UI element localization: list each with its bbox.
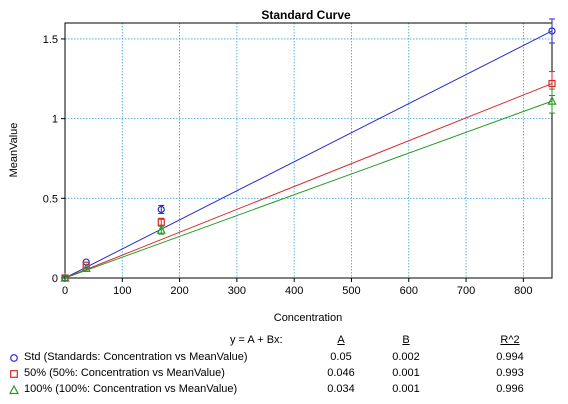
- fit-table-header: y = A + Bx: A B R^2: [0, 334, 568, 350]
- y-tick-label: 0.5: [43, 193, 58, 205]
- data-point-circle: [548, 27, 556, 35]
- data-point-square: [82, 261, 90, 269]
- plot-area-frame: [64, 22, 553, 279]
- y-tick-label: 0: [52, 273, 58, 285]
- fit-row-100: 100% (100%: Concentration vs MeanValue) …: [0, 383, 568, 399]
- grid-lines: [65, 23, 552, 278]
- x-tick-label: 600: [400, 285, 418, 297]
- x-axis-label: Concentration: [274, 312, 343, 324]
- fit-row-std: Std (Standards: Concentration vs MeanVal…: [0, 351, 568, 367]
- col-header-r2: R^2: [500, 334, 520, 346]
- x-tick-label: 700: [457, 285, 475, 297]
- x-tick-label: 200: [170, 285, 188, 297]
- data-point-triangle: [60, 272, 70, 282]
- fit-a-std: 0.05: [330, 351, 352, 363]
- standard-curve-chart: Standard Curve 0 100 200 300 400 500 600 700 800…: [8, 8, 557, 324]
- x-axis-ticks: 0 100 200 300 400 500 600 700 800: [62, 278, 533, 297]
- fit-lines: [64, 30, 553, 279]
- legend-circle-icon: [10, 354, 18, 362]
- fit-r2-50: 0.993: [496, 367, 524, 379]
- fit-a-100: 0.034: [327, 383, 355, 395]
- fit-line-1: [64, 30, 553, 279]
- x-tick-label: 400: [285, 285, 303, 297]
- fit-r2-std: 0.994: [496, 351, 524, 363]
- y-axis-ticks: 0 0.5 1 1.5: [43, 34, 65, 285]
- data-point-triangle: [156, 224, 166, 234]
- data-point-square: [548, 79, 556, 88]
- fit-line-3: [64, 100, 553, 279]
- legend-label-50: 50% (50%: Concentration vs MeanValue): [24, 367, 225, 379]
- legend-square-icon: [10, 370, 18, 378]
- col-header-b: B: [402, 334, 410, 346]
- data-point-triangle: [81, 263, 91, 273]
- y-tick-label: 1: [52, 114, 58, 126]
- y-axis-label: MeanValue: [8, 123, 20, 178]
- data-point-circle: [157, 205, 165, 214]
- fit-b-100: 0.001: [392, 383, 420, 395]
- x-tick-label: 100: [113, 285, 131, 297]
- fit-b-std: 0.002: [392, 351, 420, 363]
- fit-line-2: [64, 83, 553, 279]
- chart-title: Standard Curve: [261, 8, 351, 22]
- fit-r2-100: 0.996: [496, 383, 524, 395]
- legend-label-100: 100% (100%: Concentration vs MeanValue): [24, 383, 238, 395]
- x-tick-label: 800: [514, 285, 532, 297]
- y-tick-label: 1.5: [43, 34, 58, 46]
- fit-a-50: 0.046: [327, 367, 355, 379]
- x-tick-label: 300: [228, 285, 246, 297]
- data-point-triangle: [547, 95, 557, 105]
- col-header-a: A: [337, 334, 345, 346]
- fit-b-50: 0.001: [392, 367, 420, 379]
- x-tick-label: 0: [62, 285, 68, 297]
- x-tick-label: 500: [342, 285, 360, 297]
- legend-triangle-icon: [9, 384, 19, 395]
- legend-label-std: Std (Standards: Concentration vs MeanVal…: [24, 351, 248, 363]
- fit-equation: y = A + Bx:: [230, 334, 283, 346]
- data-markers: [60, 18, 557, 282]
- fit-row-50: 50% (50%: Concentration vs MeanValue) 0.…: [0, 367, 568, 383]
